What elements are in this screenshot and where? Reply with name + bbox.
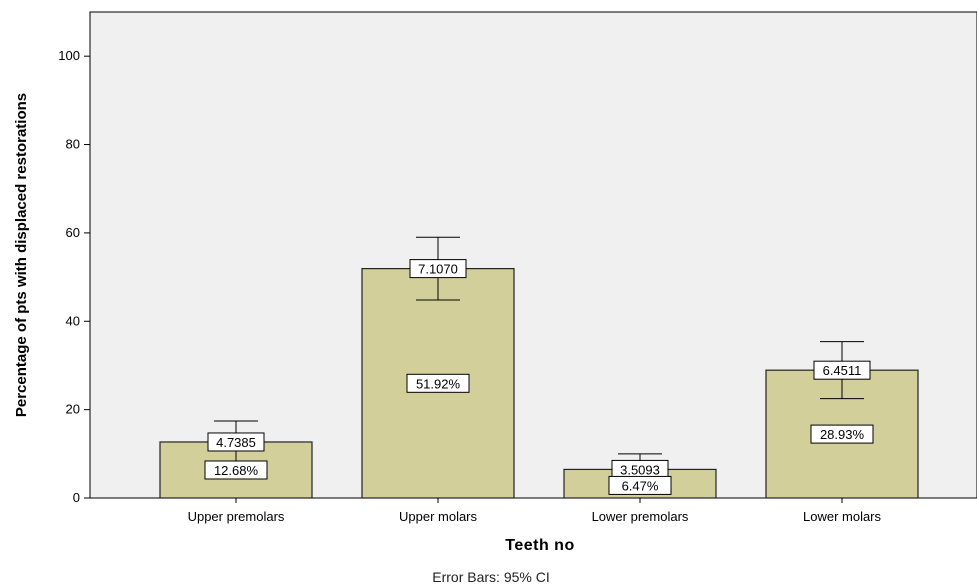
- value-label: 6.47%: [622, 478, 659, 493]
- ci-label: 7.1070: [418, 262, 458, 277]
- category-labels: Upper premolars Upper molars Lower premola…: [188, 509, 882, 524]
- x-category-label: Lower premolars: [592, 509, 689, 524]
- value-label: 28.93%: [820, 427, 865, 442]
- x-category-label: Upper premolars: [188, 509, 285, 524]
- y-tick-label: 0: [73, 490, 80, 505]
- x-axis-title: Teeth no: [505, 537, 574, 554]
- ci-label: 3.5093: [620, 462, 660, 477]
- ci-label-box: [813, 360, 871, 380]
- value-label-box: [204, 460, 268, 480]
- x-category-label: Upper molars: [399, 509, 478, 524]
- ci-label-box: [207, 432, 265, 452]
- value-label-box: [608, 475, 672, 495]
- x-category-label: Lower molars: [803, 509, 882, 524]
- value-label-box: [810, 424, 874, 444]
- y-tick-label: 60: [66, 225, 80, 240]
- y-axis: 0 20 40 60 80 100: [58, 48, 90, 505]
- ci-label-box: [409, 259, 467, 279]
- y-tick-label: 80: [66, 137, 80, 152]
- ci-label: 6.4511: [823, 363, 862, 378]
- value-label: 12.68%: [214, 463, 259, 478]
- value-label-box: [406, 373, 470, 393]
- y-tick-label: 20: [66, 402, 80, 417]
- y-axis-title: Percentage of pts with displaced restora…: [13, 93, 30, 417]
- value-label: 51.92%: [416, 376, 461, 391]
- error-bars-note: Error Bars: 95% CI: [432, 569, 549, 585]
- y-tick-label: 40: [66, 313, 80, 328]
- ci-label: 4.7385: [216, 435, 256, 450]
- y-tick-label: 100: [58, 48, 80, 63]
